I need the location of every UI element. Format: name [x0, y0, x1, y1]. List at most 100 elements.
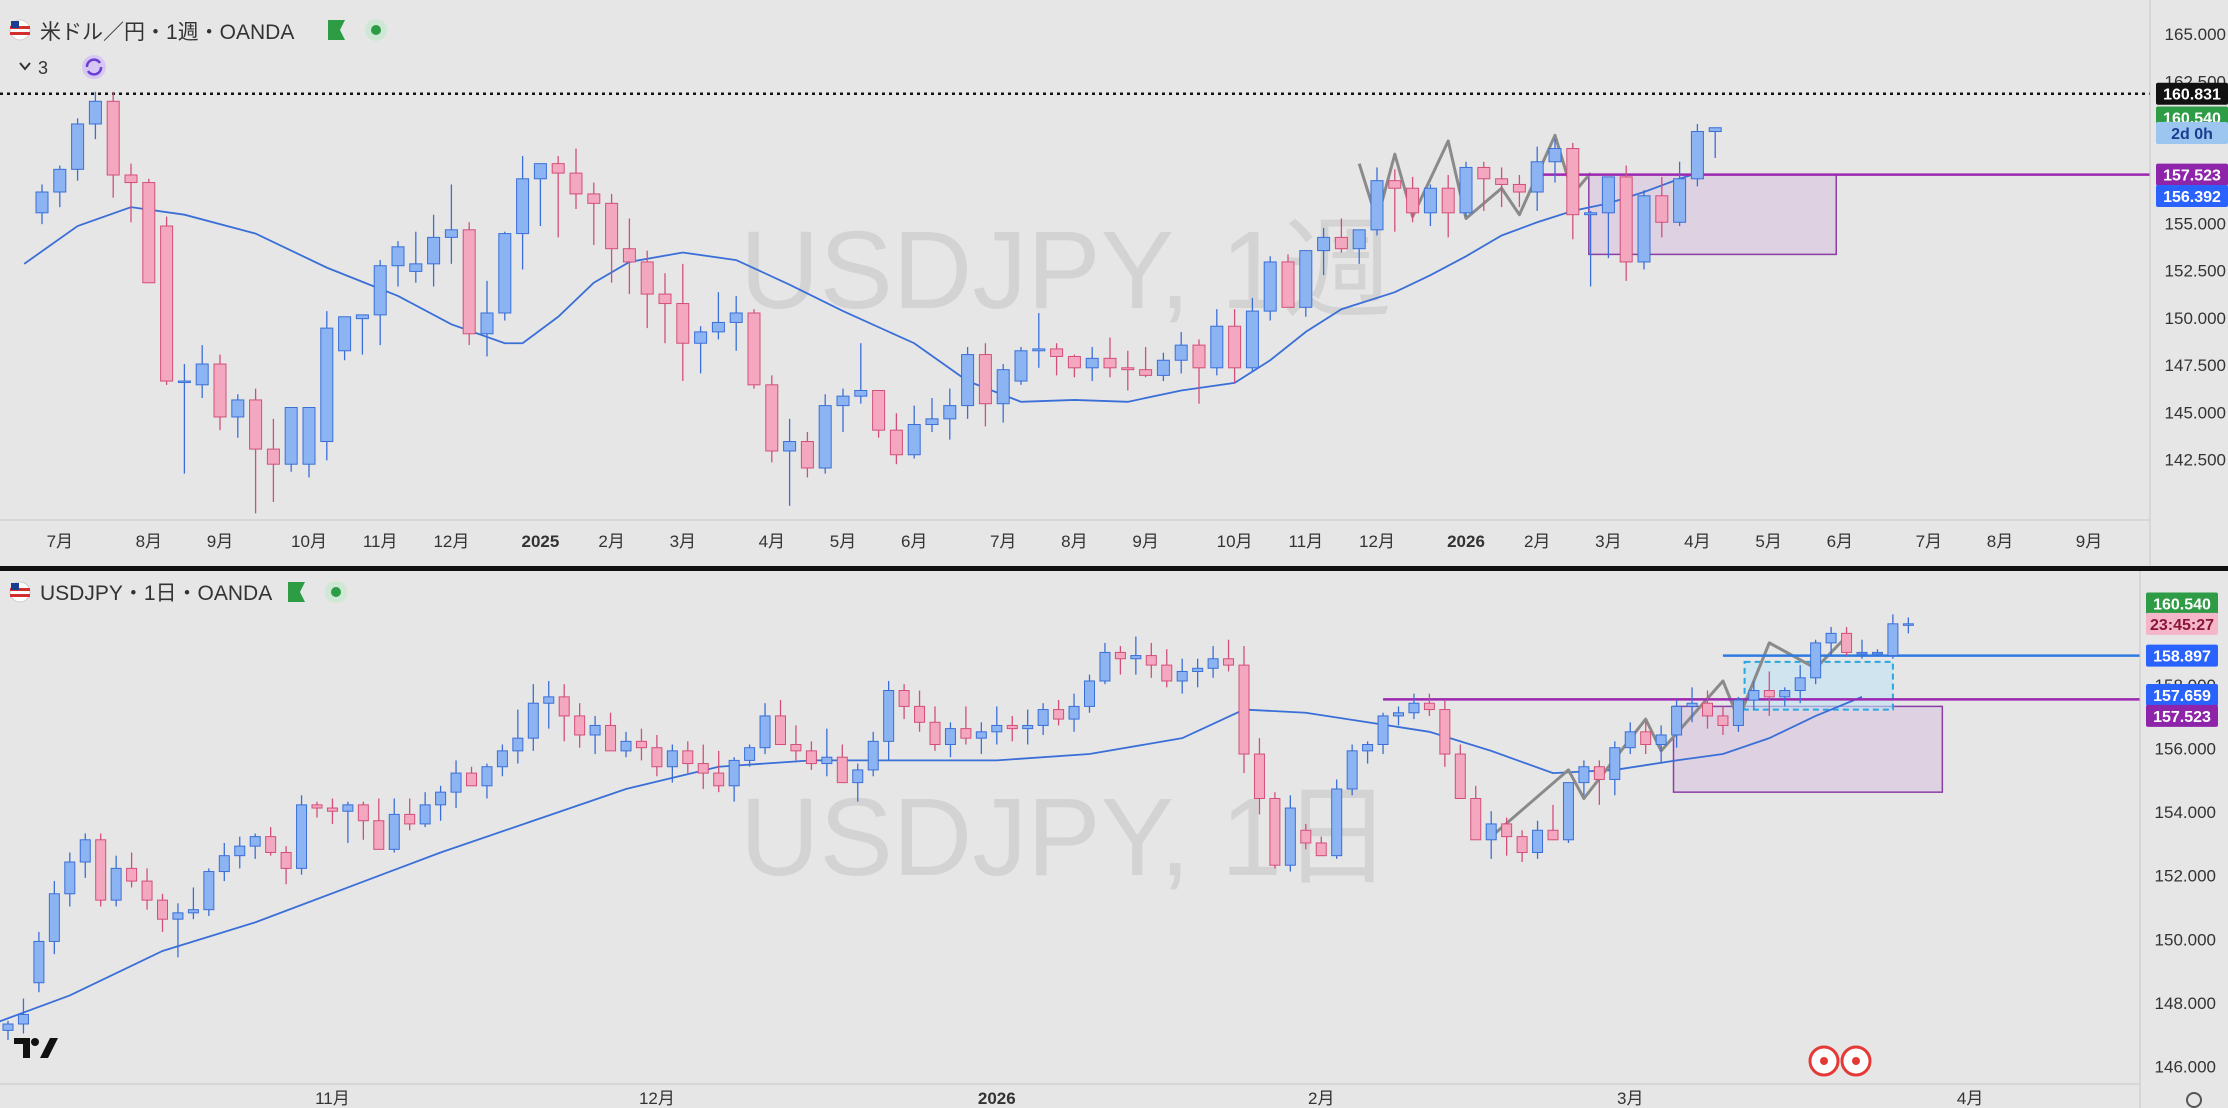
top-candle[interactable] [533, 163, 547, 227]
bot-candle[interactable] [1856, 639, 1868, 659]
bot-candle[interactable] [759, 703, 771, 755]
top-candle[interactable] [35, 184, 49, 225]
daily-candles[interactable] [2, 614, 1914, 1040]
bot-candle[interactable] [265, 827, 277, 856]
bot-candle[interactable] [1192, 658, 1204, 688]
top-candle[interactable] [1530, 146, 1544, 211]
top-candle[interactable] [1477, 161, 1491, 211]
bot-candle[interactable] [1686, 687, 1698, 723]
top-candle[interactable] [676, 263, 690, 382]
top-candle[interactable] [800, 432, 814, 478]
top-candle[interactable] [1281, 254, 1295, 308]
bot-candle[interactable] [126, 852, 138, 888]
bot-candle[interactable] [95, 833, 107, 907]
bot-candle[interactable] [326, 798, 338, 824]
top-candle[interactable] [53, 165, 67, 208]
weekly-candles[interactable] [35, 91, 1722, 514]
bot-candle[interactable] [1068, 693, 1080, 732]
top-candle[interactable] [1032, 312, 1046, 368]
bot-candle[interactable] [342, 801, 354, 843]
bot-candle[interactable] [79, 833, 91, 878]
top-candle[interactable] [747, 309, 761, 389]
daily-symbol-title[interactable]: USDJPY・1日・OANDA [40, 582, 272, 605]
bot-candle[interactable] [1423, 693, 1435, 716]
bot-candle[interactable] [574, 703, 586, 748]
top-candle[interactable] [1156, 352, 1170, 382]
bot-candle[interactable] [187, 887, 199, 920]
bot-candle[interactable] [1346, 744, 1358, 796]
bot-candle[interactable] [1300, 823, 1312, 850]
bot-candle[interactable] [296, 795, 308, 875]
bot-candle[interactable] [1253, 738, 1265, 815]
settings-icon[interactable] [2186, 1092, 2202, 1108]
bot-candle[interactable] [172, 903, 184, 958]
bot-candle[interactable] [1238, 646, 1250, 774]
bot-candle[interactable] [713, 750, 725, 793]
top-candle[interactable] [71, 118, 85, 181]
top-candle[interactable] [961, 347, 975, 419]
bot-candle[interactable] [1732, 696, 1744, 732]
bot-candle[interactable] [1284, 795, 1296, 872]
top-candle[interactable] [249, 388, 263, 514]
daily-panel[interactable]: USDJPY, 1日 160.000158.000156.000154.0001… [0, 571, 2218, 1108]
bot-candle[interactable] [821, 728, 833, 777]
bot-candle[interactable] [914, 690, 926, 732]
top-candle[interactable] [1103, 337, 1117, 378]
bot-candle[interactable] [249, 833, 261, 859]
top-candle[interactable] [1655, 176, 1669, 238]
bot-candle[interactable] [728, 757, 740, 802]
top-candle[interactable] [1708, 127, 1722, 158]
top-candle[interactable] [872, 389, 886, 438]
bot-candle[interactable] [790, 725, 802, 761]
top-candle[interactable] [302, 407, 316, 478]
top-candle[interactable] [569, 148, 583, 210]
top-candle[interactable] [1690, 123, 1704, 187]
bot-candle[interactable] [1702, 690, 1713, 729]
top-candle[interactable] [480, 280, 494, 357]
top-candle[interactable] [373, 260, 387, 346]
top-candle[interactable] [516, 156, 530, 270]
bot-candle[interactable] [635, 728, 647, 761]
bot-candle[interactable] [1130, 636, 1142, 675]
sync-icon[interactable] [82, 55, 106, 79]
bot-candle[interactable] [311, 801, 323, 818]
top-candle[interactable] [1067, 354, 1081, 378]
bot-candle[interactable] [1624, 722, 1636, 755]
bot-candle[interactable] [1161, 649, 1173, 688]
bot-candle[interactable] [1655, 725, 1667, 764]
top-candle[interactable] [1334, 218, 1348, 253]
top-candle[interactable] [729, 295, 743, 351]
bot-candle[interactable] [543, 680, 555, 729]
bot-candle[interactable] [466, 766, 477, 787]
bot-candle[interactable] [1331, 779, 1343, 859]
bot-candle[interactable] [1609, 741, 1621, 796]
top-candle[interactable] [355, 314, 369, 355]
bot-candle[interactable] [1902, 617, 1914, 634]
bot-candle[interactable] [1841, 626, 1853, 656]
top-candle[interactable] [1619, 165, 1633, 281]
bot-candle[interactable] [1516, 830, 1528, 863]
panel-separator[interactable] [0, 566, 2228, 571]
weekly-legend[interactable]: 米ドル／円・1週・OANDA 3 [9, 19, 387, 79]
bot-candle[interactable] [697, 744, 709, 789]
bot-candle[interactable] [1145, 642, 1157, 678]
top-candle[interactable] [1601, 176, 1615, 259]
bot-candle[interactable] [1593, 760, 1605, 805]
top-candle[interactable] [783, 418, 797, 506]
top-candle[interactable] [943, 388, 957, 440]
top-candle[interactable] [1192, 339, 1206, 404]
bot-candle[interactable] [110, 855, 122, 907]
top-candle[interactable] [551, 156, 565, 238]
bot-candle[interactable] [852, 763, 864, 802]
bot-candle[interactable] [157, 893, 168, 932]
top-candle[interactable] [765, 375, 779, 463]
top-candle[interactable] [658, 273, 672, 344]
bot-candle[interactable] [1084, 674, 1095, 713]
weekly-time-axis[interactable]: 6月 7月 8月 9月 10月 11月 12月 2025 2月 3月 4月 5月 6月 7月 8月 9月 10月… [0, 532, 2102, 551]
top-candle[interactable] [1388, 169, 1402, 232]
bot-candle[interactable] [388, 798, 400, 853]
bot-candle[interactable] [1547, 804, 1559, 841]
top-candle[interactable] [907, 405, 921, 459]
weekly-price-axis[interactable]: 165.000162.500160.000157.500155.000152.5… [2165, 25, 2226, 469]
